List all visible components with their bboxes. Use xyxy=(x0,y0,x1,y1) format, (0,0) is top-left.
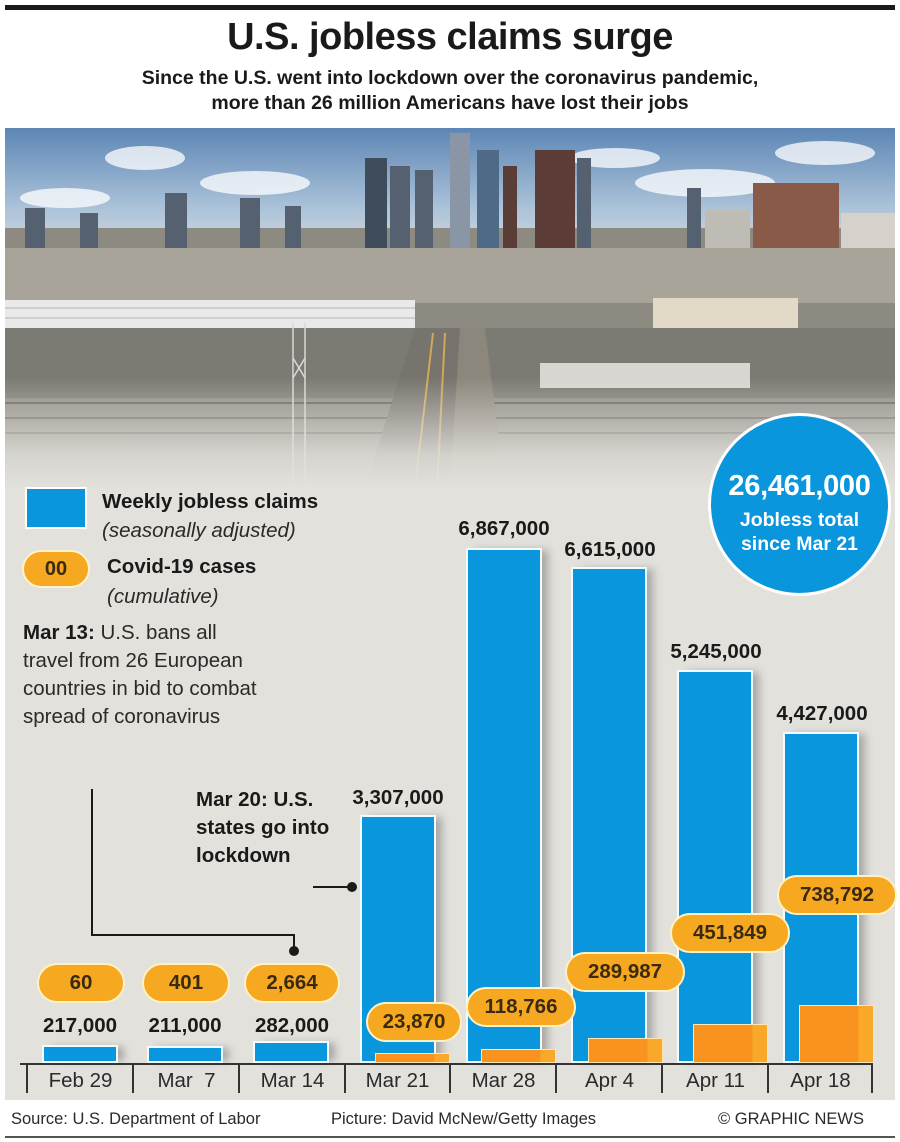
bottom-rule xyxy=(5,1136,895,1138)
x-label-mar21: Mar 21 xyxy=(365,1069,430,1092)
x-label-mar14: Mar 14 xyxy=(260,1069,325,1092)
legend-claims-sub: (seasonally adjusted) xyxy=(102,519,296,542)
cases-bar-apr11 xyxy=(693,1024,768,1063)
x-axis-tick xyxy=(871,1063,873,1093)
cases-pill-apr11: 451,849 xyxy=(670,913,790,953)
callout-line-2: since Mar 21 xyxy=(740,533,859,555)
callout-line-1: Jobless total xyxy=(739,509,860,531)
annotation-mar13: Mar 13: U.S. bans all travel from 26 Eur… xyxy=(23,619,263,731)
claims-label-mar14: 282,000 xyxy=(254,1014,330,1037)
x-label-mar28: Mar 28 xyxy=(471,1069,536,1092)
legend-claims-label: Weekly jobless claims xyxy=(102,490,319,513)
source-credit: Source: U.S. Department of Labor xyxy=(11,1110,261,1128)
claims-bar-mar28 xyxy=(466,548,542,1063)
claims-label-feb29: 217,000 xyxy=(42,1014,118,1037)
x-label-mar7: Mar 7 xyxy=(157,1069,216,1092)
top-rule xyxy=(5,5,895,10)
annotation-mar20: Mar 20: U.S. states go into lockdown xyxy=(196,788,330,867)
callout-value: 26,461,000 xyxy=(728,470,871,502)
leader-mar13-dot xyxy=(289,946,299,956)
claims-bar-feb29 xyxy=(42,1045,118,1063)
x-label-apr18: Apr 18 xyxy=(790,1069,851,1092)
x-axis-tick xyxy=(238,1063,240,1093)
claims-label-apr18: 4,427,000 xyxy=(776,702,868,725)
jobless-total-callout: 26,461,000 Jobless total since Mar 21 xyxy=(708,413,891,596)
x-label-feb29: Feb 29 xyxy=(48,1069,113,1092)
x-axis-tick xyxy=(26,1063,28,1093)
claims-label-apr4: 6,615,000 xyxy=(564,538,656,561)
subtitle-line-2: more than 26 million Americans have lost… xyxy=(211,92,689,114)
chart-subtitle: Since the U.S. went into lockdown over t… xyxy=(0,66,900,116)
leader-mar20 xyxy=(313,886,353,888)
x-axis-tick xyxy=(661,1063,663,1093)
leader-mar13-vertical xyxy=(91,789,93,935)
x-axis-tick xyxy=(555,1063,557,1093)
claims-bar-mar7 xyxy=(147,1046,223,1063)
cases-pill-feb29: 60 xyxy=(37,963,125,1003)
leader-mar13-horizontal xyxy=(91,934,294,936)
callout-text: Jobless total since Mar 21 xyxy=(711,508,888,556)
claims-bar-mar14 xyxy=(253,1041,329,1063)
cases-bar-mar21 xyxy=(375,1053,450,1063)
cases-pill-mar21: 23,870 xyxy=(366,1002,462,1042)
subtitle-line-1: Since the U.S. went into lockdown over t… xyxy=(141,67,759,89)
claims-label-mar21: 3,307,000 xyxy=(352,786,444,809)
legend-cases-pill: 00 xyxy=(22,550,90,588)
claims-label-apr11: 5,245,000 xyxy=(670,640,762,663)
x-label-apr4: Apr 4 xyxy=(585,1069,634,1092)
x-axis-tick xyxy=(449,1063,451,1093)
cases-pill-mar7: 401 xyxy=(142,963,230,1003)
legend-claims-swatch xyxy=(25,487,87,529)
picture-credit: Picture: David McNew/Getty Images xyxy=(331,1110,596,1128)
x-axis-tick xyxy=(767,1063,769,1093)
cases-pill-apr18: 738,792 xyxy=(777,875,897,915)
x-axis-tick xyxy=(344,1063,346,1093)
cases-pill-mar14: 2,664 xyxy=(244,963,340,1003)
leader-mar13-drop xyxy=(293,934,295,950)
x-axis-line xyxy=(20,1063,872,1065)
cases-bar-apr18 xyxy=(799,1005,874,1063)
x-label-apr11: Apr 11 xyxy=(686,1069,745,1092)
claims-bar-apr11 xyxy=(677,670,753,1063)
annotation-mar13-text: U.S. bans all travel from 26 European co… xyxy=(23,621,257,728)
chart-title: U.S. jobless claims surge xyxy=(227,16,673,58)
claims-label-mar28: 6,867,000 xyxy=(458,517,550,540)
cases-bar-apr4 xyxy=(588,1038,663,1063)
x-axis-tick xyxy=(132,1063,134,1093)
annotation-mar13-date: Mar 13: xyxy=(23,621,95,644)
cases-pill-mar28: 118,766 xyxy=(466,987,576,1027)
legend-cases-label: Covid-19 cases xyxy=(107,555,257,578)
claims-label-mar7: 211,000 xyxy=(148,1014,222,1037)
graphic-news-credit: © GRAPHIC NEWS xyxy=(718,1110,865,1128)
cases-bar-mar28 xyxy=(481,1049,556,1063)
legend-cases-sub: (cumulative) xyxy=(107,585,219,608)
chart-panel xyxy=(5,128,895,1100)
leader-mar20-dot xyxy=(347,882,357,892)
cases-pill-apr4: 289,987 xyxy=(565,952,685,992)
